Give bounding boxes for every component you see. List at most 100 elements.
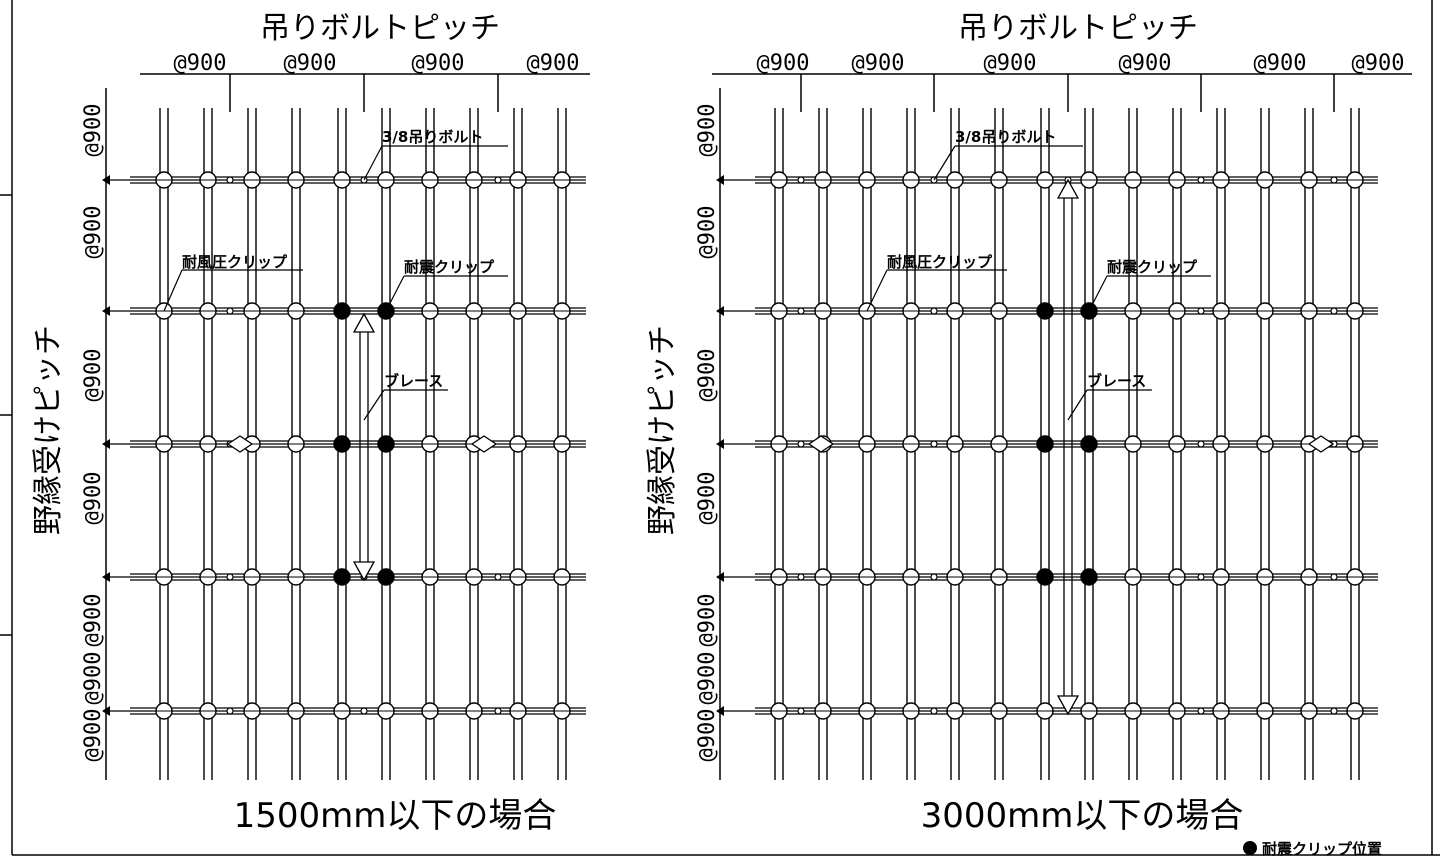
quake-clip-marker xyxy=(1036,435,1054,453)
quake-clip-marker xyxy=(333,568,351,586)
bolt-marker xyxy=(797,307,805,315)
end-diamond xyxy=(807,435,835,453)
bolt-marker xyxy=(930,573,938,581)
nobuchi-dim: @900 xyxy=(695,206,720,259)
leader-line xyxy=(363,389,385,421)
quake-clip-marker xyxy=(1036,302,1054,320)
brace-arrow-head xyxy=(352,312,376,333)
leader-line xyxy=(163,269,183,312)
panel-left: 吊りボルトピッチ 野縁受けピッチ 1500mm以下の場合 @900 @900 @… xyxy=(31,11,590,836)
bolt-dimension-row: @900 @900 @900 @900 xyxy=(174,51,580,76)
dimension-arrow xyxy=(716,175,724,185)
bolt-marker xyxy=(1330,307,1338,315)
bolt-marker xyxy=(797,707,805,715)
bolt-marker xyxy=(494,573,502,581)
brace-arrow-head xyxy=(1056,695,1080,716)
leader-line xyxy=(385,275,405,312)
callouts: 3/8吊りボルト 耐風圧クリップ 耐震クリップ ブレース xyxy=(182,128,495,390)
dimension-arrow xyxy=(716,306,724,316)
bolt-dim: @900 xyxy=(174,51,227,76)
bolt-marker xyxy=(226,573,234,581)
nobuchi-dim: @900 xyxy=(695,652,720,705)
brace-callout: ブレース xyxy=(1087,372,1146,390)
dimension-arrow xyxy=(716,439,724,449)
bolt-marker xyxy=(1330,176,1338,184)
bolt-dim: @900 xyxy=(984,51,1037,76)
bolt-marker xyxy=(930,440,938,448)
nobuchi-dim: @900 xyxy=(695,472,720,525)
bolt-marker xyxy=(1197,176,1205,184)
leader-line xyxy=(933,145,956,181)
nobuchi-dim: @900 xyxy=(695,594,720,647)
nobuchi-dim: @900 xyxy=(695,709,720,762)
nobuchi-dim: @900 xyxy=(81,652,106,705)
quake-clip-marker xyxy=(377,568,395,586)
bolt-callout: 3/8吊りボルト xyxy=(955,128,1056,146)
bolt-marker xyxy=(1330,573,1338,581)
bolt-dim: @900 xyxy=(852,51,905,76)
leader-line xyxy=(1088,275,1108,312)
quake-clip-marker xyxy=(333,435,351,453)
bolt-marker xyxy=(226,307,234,315)
bolt-marker xyxy=(1197,573,1205,581)
nobuchi-pitch-title: 野縁受けピッチ xyxy=(645,325,680,535)
nobuchi-dim: @900 xyxy=(81,594,106,647)
nobuchi-dimension-column: @900 @900 @900 @900 @900 @900 @900 xyxy=(695,104,720,762)
grid-right xyxy=(712,73,1412,780)
bolt-dim: @900 xyxy=(1352,51,1405,76)
brace-callout: ブレース xyxy=(384,372,443,390)
bolt-marker xyxy=(930,307,938,315)
nobuchi-dim: @900 xyxy=(81,104,106,157)
bolt-marker xyxy=(797,176,805,184)
bolt-dim: @900 xyxy=(757,51,810,76)
bolt-marker xyxy=(797,440,805,448)
bolt-marker xyxy=(226,176,234,184)
dimension-arrow xyxy=(102,175,110,185)
quake-clip-marker xyxy=(1080,435,1098,453)
legend-label: 耐震クリップ位置 xyxy=(1262,840,1382,858)
nobuchi-dim: @900 xyxy=(81,206,106,259)
bolt-marker xyxy=(226,707,234,715)
bolt-dim: @900 xyxy=(1119,51,1172,76)
nobuchi-dimension-column: @900 @900 @900 @900 @900 @900 @900 xyxy=(81,104,106,762)
dimension-arrow xyxy=(102,572,110,582)
bolt-marker xyxy=(1330,707,1338,715)
bolt-dim: @900 xyxy=(284,51,337,76)
bolt-marker xyxy=(494,707,502,715)
dimension-arrow xyxy=(102,706,110,716)
end-diamond xyxy=(470,435,498,453)
dimension-arrow xyxy=(716,706,724,716)
bolt-marker xyxy=(360,707,368,715)
callouts: 3/8吊りボルト 耐風圧クリップ 耐震クリップ ブレース xyxy=(887,128,1198,390)
wind-clip-callout: 耐風圧クリップ xyxy=(887,253,993,271)
end-diamond xyxy=(226,435,254,453)
bolt-pitch-title: 吊りボルトピッチ xyxy=(260,11,500,46)
dimension-arrow xyxy=(102,306,110,316)
bolt-dim: @900 xyxy=(412,51,465,76)
quake-clip-marker xyxy=(1080,568,1098,586)
leader-line xyxy=(363,145,383,181)
end-diamond xyxy=(1307,435,1335,453)
grid-left xyxy=(102,73,590,780)
quake-clip-marker xyxy=(377,435,395,453)
legend: 耐震クリップ位置 xyxy=(1243,840,1382,858)
bolt-marker xyxy=(797,573,805,581)
caption: 3000mm以下の場合 xyxy=(921,796,1244,836)
brace-arrow-head xyxy=(1056,178,1080,199)
bolt-marker xyxy=(1197,307,1205,315)
bolt-marker xyxy=(930,707,938,715)
nobuchi-dim: @900 xyxy=(81,349,106,402)
quake-clip-callout: 耐震クリップ xyxy=(404,258,495,276)
brace-arrow-head xyxy=(352,561,376,582)
bolt-marker xyxy=(1197,440,1205,448)
nobuchi-pitch-title: 野縁受けピッチ xyxy=(31,325,66,535)
bolt-dim: @900 xyxy=(527,51,580,76)
bolt-dim: @900 xyxy=(1254,51,1307,76)
leader-line xyxy=(866,269,888,312)
nobuchi-dim: @900 xyxy=(81,709,106,762)
nobuchi-dim: @900 xyxy=(695,349,720,402)
nobuchi-dim: @900 xyxy=(695,104,720,157)
bolt-callout: 3/8吊りボルト xyxy=(382,128,483,146)
